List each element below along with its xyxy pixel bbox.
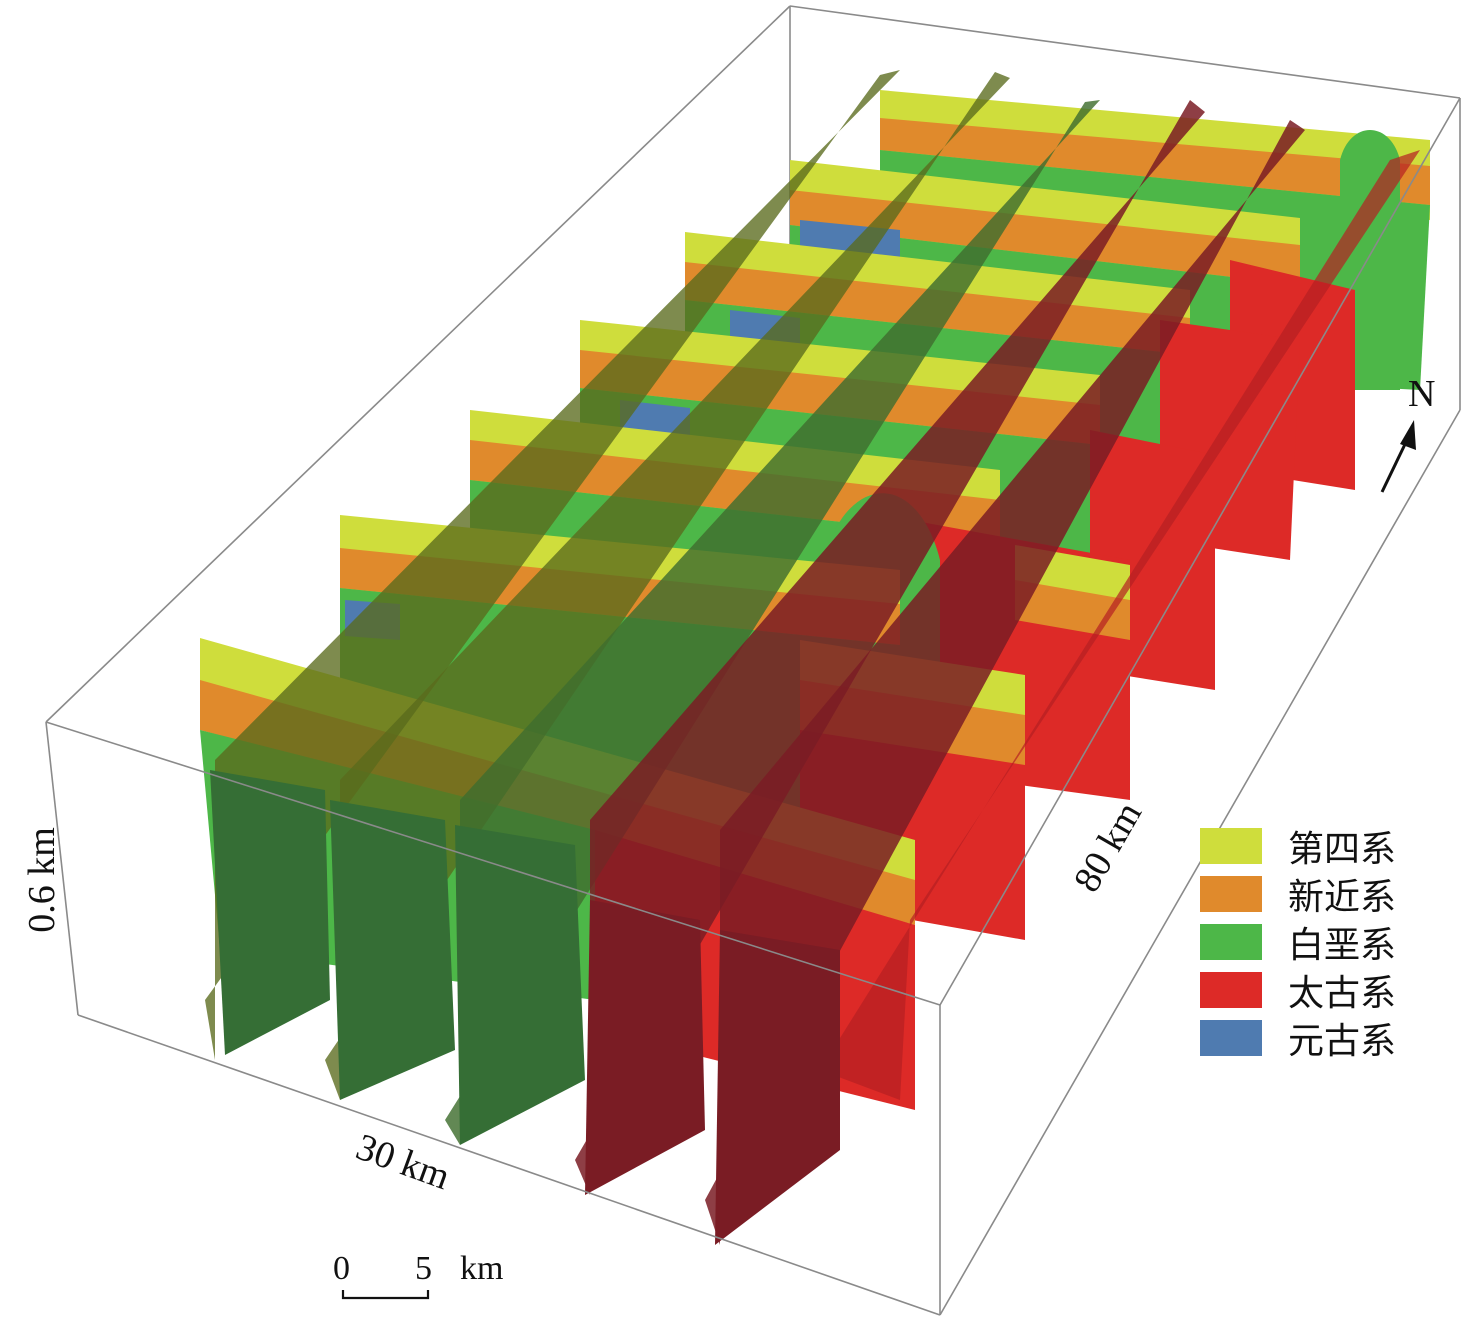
front-faces [210,770,840,1245]
legend-label: 白垩系 [1288,925,1397,966]
legend-item: 太古系 [1200,966,1396,1014]
legend-item: 第四系 [1200,822,1396,870]
legend: 第四系 新近系 白垩系 太古系 元古系 [1200,822,1396,1062]
legend-label: 元古系 [1288,1021,1397,1062]
scale-start-label: 0 [333,1250,350,1287]
legend-item: 元古系 [1200,1014,1396,1062]
depth-label: 0.6 km [21,827,63,933]
legend-swatch [1200,828,1262,864]
legend-item: 新近系 [1200,870,1396,918]
ns-panels [205,70,1420,1245]
scale-unit-label: km [460,1250,504,1287]
north-label: N [1408,373,1436,415]
north-arrow-icon [1380,420,1416,493]
legend-label: 新近系 [1288,877,1397,918]
scale-bar [341,1290,430,1300]
scale-end-label: 5 [415,1250,432,1287]
legend-swatch [1200,924,1262,960]
legend-swatch [1200,972,1262,1008]
legend-swatch [1200,876,1262,912]
bounding-box [45,5,1461,1016]
legend-swatch [1200,1020,1262,1056]
legend-label: 第四系 [1288,829,1397,870]
legend-label: 太古系 [1288,973,1397,1014]
legend-item: 白垩系 [1200,918,1396,966]
